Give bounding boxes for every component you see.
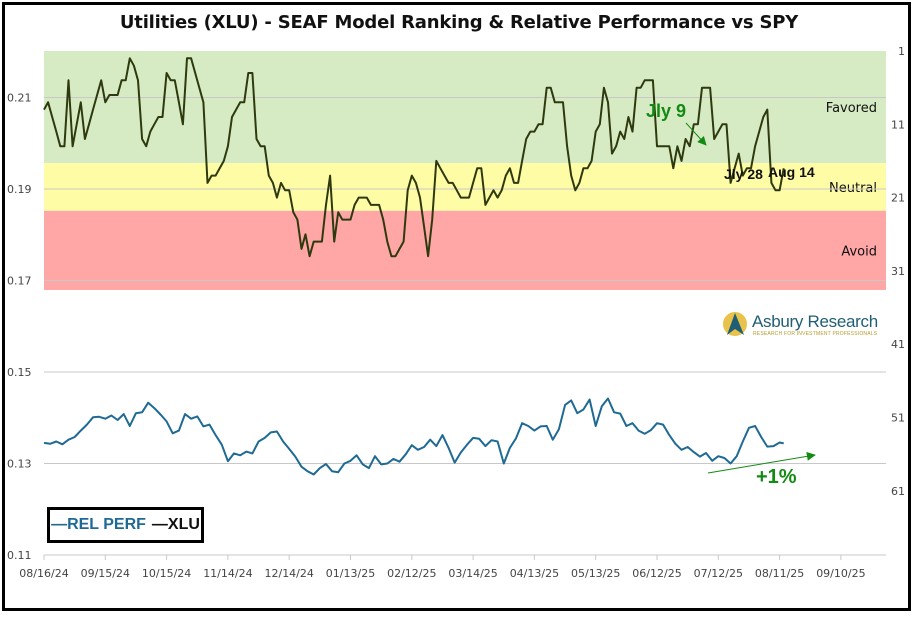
y-right-tick-label: 11 [891,118,905,131]
x-tick-label: 09/10/25 [816,567,865,580]
y-left-tick-label: 0.11 [7,549,32,562]
y-left-tick-label: 0.13 [7,458,32,471]
logo-mark-icon [723,312,747,336]
legend-entry-xlu: —XLU [151,516,200,533]
band-avoid [44,210,886,290]
annotation-aug14: Aug 14 [768,164,815,180]
band-favored [44,51,886,164]
legend: —REL PERF —XLU [47,507,204,543]
y-left-tick-label: 0.15 [7,366,32,379]
chart-title: Utilities (XLU) - SEAF Model Ranking & R… [119,12,799,33]
series-line-xlu [43,57,785,258]
x-tick-label: 06/12/25 [632,567,681,580]
x-tick-label: 03/14/25 [448,567,497,580]
y-right-tick-label: 31 [891,265,905,278]
x-tick-label: 05/13/25 [571,567,620,580]
y-right-tick-label: 21 [891,192,905,205]
x-tick-label: 08/11/25 [755,567,804,580]
arrow-trend [707,451,816,474]
x-tick-label: 04/13/25 [510,567,559,580]
x-tick-label: 12/14/24 [264,567,313,580]
y-left-tick-label: 0.19 [7,183,32,196]
series-line-rel-perf [43,397,784,476]
annotation-plus1: +1% [756,466,797,488]
band-label-favored: Favored [826,101,877,116]
y-right-tick-label: 51 [891,412,905,425]
annotation-jly28: Jly 28 [724,166,763,182]
legend-entry-rel-perf: —REL PERF [51,516,146,533]
logo-tagline: RESEARCH FOR INVESTMENT PROFESSIONALS [753,331,878,337]
x-tick-label: 10/15/24 [142,567,191,580]
arrow-jly9 [685,122,707,146]
band-label-neutral: Neutral [829,181,877,196]
band-label-avoid: Avoid [841,244,877,259]
y-right-tick-label: 61 [891,485,905,498]
annotation-jly9: Jly 9 [646,101,686,121]
x-axis: 08/16/24 09/15/24 10/15/24 11/14/24 12/14/24… [19,554,886,580]
x-tick-label: 01/13/25 [326,567,375,580]
annotations: Jly 9 Jly 28 Aug 14 +1% [646,101,816,488]
y-right-tick-label: 1 [898,45,905,58]
y-left-tick-label: 0.17 [7,275,32,288]
x-tick-label: 02/12/25 [387,567,436,580]
y-right-tick-label: 41 [891,338,905,351]
x-tick-label: 07/12/25 [694,567,743,580]
y-left-tick-label: 0.21 [7,92,32,105]
x-tick-label: 11/14/24 [203,567,252,580]
logo-name: Asbury Research [752,312,878,331]
series-lines [43,57,785,476]
left-axis-ticks: 0.11 0.13 0.15 0.17 0.19 0.21 [7,92,32,563]
x-tick-label: 09/15/24 [81,567,130,580]
x-tick-label: 08/16/24 [19,567,68,580]
asbury-research-logo: Asbury Research RESEARCH FOR INVESTMENT … [722,310,882,340]
